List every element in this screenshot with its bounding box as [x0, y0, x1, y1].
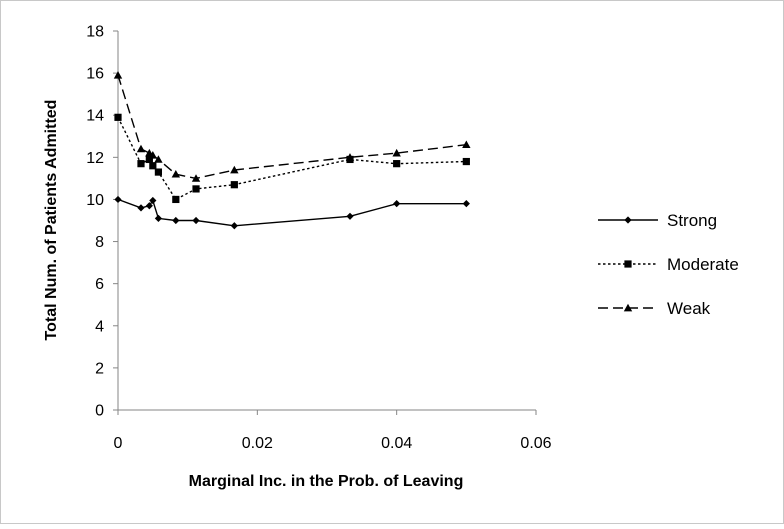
- data-point-moderate: [172, 195, 180, 204]
- y-tick-label: 6: [95, 276, 104, 293]
- data-point-moderate: [114, 113, 122, 121]
- x-axis-title: Marginal Inc. in the Prob. of Leaving: [189, 473, 464, 490]
- data-point-strong: [145, 202, 153, 210]
- data-point-moderate: [145, 155, 153, 164]
- legend-marker-strong: [624, 216, 632, 224]
- y-axis-title: Total Num. of Patients Admitted: [43, 100, 60, 341]
- data-point-moderate: [137, 160, 145, 168]
- legend-label-moderate: Moderate: [667, 255, 739, 274]
- data-point-weak: [345, 153, 355, 161]
- x-tick-label: 0.04: [381, 435, 412, 452]
- data-point-strong: [172, 216, 180, 225]
- y-tick-label: 12: [86, 150, 104, 167]
- data-point-strong: [154, 214, 163, 222]
- data-point-strong: [137, 204, 145, 212]
- legend-item-weak: Weak: [598, 299, 711, 318]
- y-tick-label: 2: [95, 360, 104, 377]
- data-point-moderate: [192, 185, 200, 193]
- legend-label-strong: Strong: [667, 211, 717, 230]
- data-point-weak: [392, 148, 401, 157]
- x-tick-label: 0.02: [242, 435, 273, 452]
- x-tick-label: 0.06: [520, 435, 551, 452]
- legend-item-strong: Strong: [598, 211, 717, 230]
- y-tick-label: 16: [86, 66, 104, 83]
- data-point-strong: [230, 222, 238, 230]
- series-weak: [113, 71, 471, 182]
- y-tick-label: 18: [86, 24, 104, 41]
- legend: Strong Moderate Weak: [598, 211, 739, 318]
- series-layer: [113, 71, 471, 230]
- y-tick-label: 10: [86, 192, 104, 209]
- data-point-strong: [346, 212, 354, 220]
- legend-item-moderate: Moderate: [598, 255, 739, 274]
- data-point-strong: [192, 216, 200, 225]
- data-point-moderate: [154, 168, 163, 176]
- series-moderate: [114, 113, 470, 204]
- data-point-strong: [393, 200, 401, 208]
- y-tick-label: 8: [95, 234, 104, 251]
- data-point-weak: [230, 165, 239, 174]
- data-point-weak: [148, 151, 158, 159]
- data-point-weak: [113, 71, 123, 79]
- x-tick-label: 0: [114, 435, 123, 452]
- y-tick-label: 0: [95, 403, 104, 420]
- data-point-weak: [171, 169, 181, 178]
- legend-marker-moderate: [624, 260, 632, 268]
- data-point-strong: [462, 200, 470, 208]
- data-point-weak: [136, 144, 146, 153]
- data-point-moderate: [393, 160, 401, 168]
- data-point-strong: [149, 196, 157, 205]
- legend-marker-weak: [623, 303, 633, 312]
- data-point-weak: [154, 155, 163, 163]
- data-point-moderate: [149, 162, 157, 170]
- data-point-weak: [191, 174, 201, 182]
- series-strong: [114, 195, 470, 230]
- y-tick-label: 4: [95, 318, 104, 335]
- legend-label-weak: Weak: [667, 299, 711, 318]
- data-point-weak: [462, 140, 471, 149]
- data-point-moderate: [230, 181, 238, 189]
- y-tick-label: 14: [86, 108, 104, 125]
- data-point-strong: [114, 195, 122, 204]
- axes: 0 2 4 6 8 10 12 14 16 18 0 0.02 0.04 0.06: [86, 24, 551, 453]
- data-point-moderate: [462, 157, 470, 166]
